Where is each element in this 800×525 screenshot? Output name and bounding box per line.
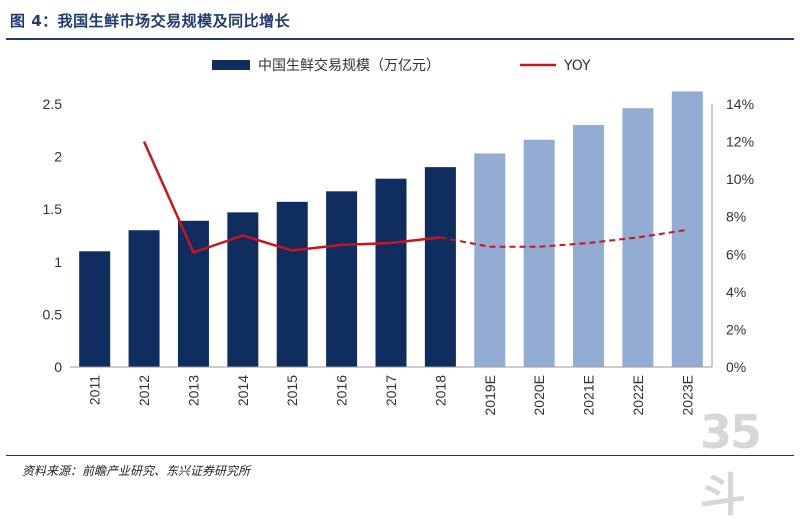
bar-actual <box>326 191 358 367</box>
watermark-logo: 35斗 <box>700 405 762 522</box>
x-tick-label: 2013 <box>185 375 201 406</box>
y-right-tick-label: 0% <box>726 359 746 375</box>
bar-actual <box>79 251 111 367</box>
x-tick-label: 2021E <box>581 375 597 415</box>
bar-actual <box>276 201 308 367</box>
bar-forecast <box>671 91 703 367</box>
bar-forecast <box>474 153 506 367</box>
bar-actual <box>128 230 160 367</box>
bar-forecast <box>573 125 605 367</box>
figure-title: 图 4：我国生鲜市场交易规模及同比增长 <box>10 12 291 30</box>
figure-header: 图 4：我国生鲜市场交易规模及同比增长 <box>6 4 794 40</box>
chart: 中国生鲜交易规模（万亿元） YOY 0 0.5 1 1.5 2 2.5 0% 2% 4% 6% 8% 10… <box>43 57 755 415</box>
legend-label-line: YOY <box>563 58 591 74</box>
y-left-tick-label: 2 <box>54 149 62 165</box>
bar-actual <box>375 178 407 367</box>
source-divider <box>6 455 794 456</box>
x-tick-label: 2014 <box>235 375 251 406</box>
x-tick-label: 2019E <box>482 375 498 415</box>
y-left-tick-label: 2.5 <box>43 96 63 112</box>
bar-forecast <box>523 139 555 367</box>
y-right-tick-label: 2% <box>726 321 746 337</box>
y-right-tick-label: 8% <box>726 209 746 225</box>
bar-actual <box>424 167 456 367</box>
yoy-line-actual <box>142 141 441 254</box>
y-left-tick-label: 0 <box>54 359 62 375</box>
x-tick-label: 2016 <box>334 375 350 406</box>
x-tick-label: 2018 <box>432 375 448 406</box>
source-note: 资料来源：前瞻产业研究、东兴证券研究所 <box>22 464 251 478</box>
x-tick-label: 2012 <box>136 375 152 406</box>
legend-swatch-bars <box>212 60 250 70</box>
y-right-tick-label: 12% <box>726 134 754 150</box>
y-left-tick-label: 1.5 <box>43 201 63 217</box>
y-right-tick-label: 10% <box>726 171 754 187</box>
yoy-line-forecast <box>440 228 688 248</box>
y-right-tick-label: 6% <box>726 246 746 262</box>
bar-actual <box>177 220 209 367</box>
x-tick-label: 2015 <box>284 375 300 406</box>
x-tick-label: 2020E <box>531 375 547 415</box>
y-right-tick-label: 14% <box>726 96 754 112</box>
x-tick-label: 2022E <box>630 375 646 415</box>
bar-forecast <box>622 108 654 367</box>
y-right-tick-label: 4% <box>726 284 746 300</box>
legend-label-bars: 中国生鲜交易规模（万亿元） <box>258 57 440 74</box>
y-left-tick-label: 1 <box>54 254 62 270</box>
x-tick-label: 2023E <box>679 375 695 415</box>
x-tick-label: 2011 <box>87 375 103 405</box>
x-tick-label: 2017 <box>383 375 399 406</box>
y-left-tick-label: 0.5 <box>43 306 63 322</box>
